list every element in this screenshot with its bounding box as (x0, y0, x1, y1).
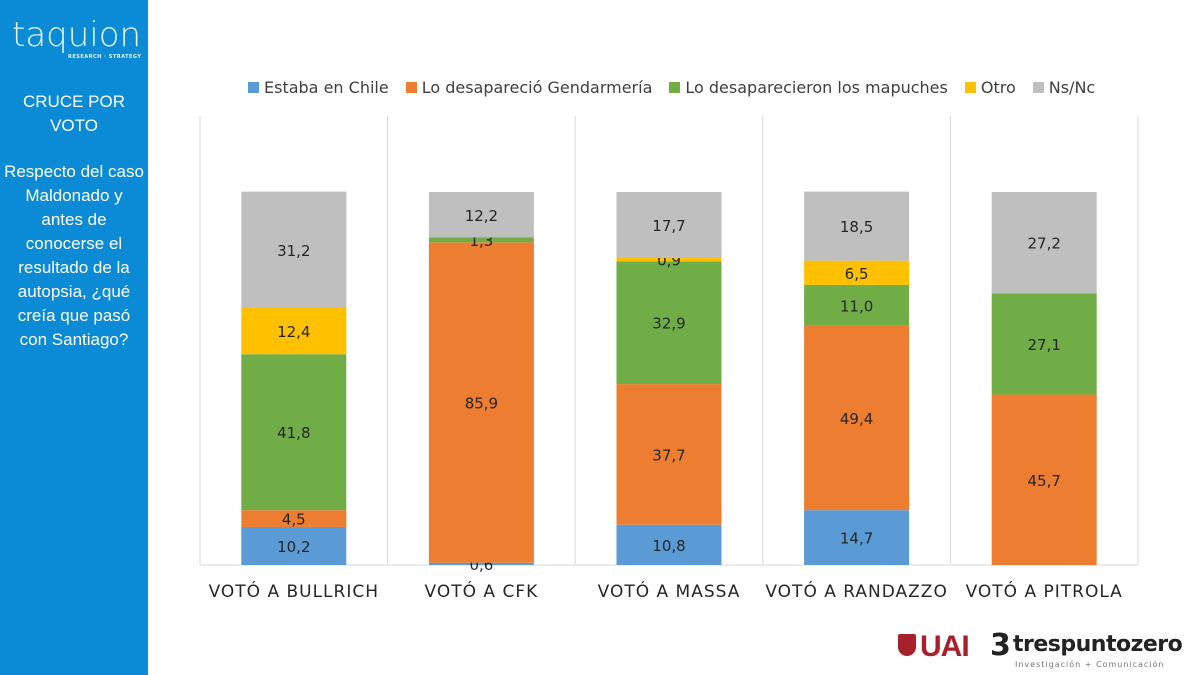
uai-logo: UAI (920, 630, 970, 663)
data-label: 32,9 (652, 315, 685, 333)
legend-label: Lo desaparecieron los mapuches (685, 78, 948, 97)
data-label: 6,5 (845, 265, 869, 283)
legend-label: Estaba en Chile (264, 78, 389, 97)
trespuntozero-tagline: Investigación + Comunicación (1015, 660, 1165, 669)
bar-segment (428, 192, 534, 238)
survey-question: Respecto del caso Maldonado y antes de c… (4, 162, 144, 349)
x-tick-label: VOTÓ A CFK (425, 580, 539, 602)
bar-segment (241, 308, 347, 355)
x-tick-label: VOTÓ A RANDAZZO (765, 580, 947, 602)
trespuntozero-mark: 3 (990, 628, 1011, 663)
data-label: 4,5 (282, 511, 306, 529)
legend-item: Otro (964, 78, 1016, 97)
data-label: 12,2 (465, 207, 498, 225)
data-label: 27,1 (1027, 336, 1060, 354)
bar-segment (804, 284, 910, 326)
bar-segment (428, 237, 534, 243)
data-label: 31,2 (277, 242, 310, 260)
logo-text: taquion (12, 15, 142, 55)
data-label: 10,2 (277, 538, 310, 556)
section-title: CRUCE POR VOTO (22, 92, 125, 135)
legend-label: Lo desapareció Gendarmería (421, 78, 653, 97)
bar-segment (616, 261, 722, 385)
data-label: 17,7 (652, 217, 685, 235)
legend-item: Lo desapareció Gendarmería (405, 78, 653, 97)
bar-segment (616, 384, 722, 525)
bar-segment (804, 325, 910, 511)
x-tick-label: VOTÓ A PITROLA (966, 580, 1123, 602)
data-label: 27,2 (1027, 235, 1060, 253)
uai-shield-icon (898, 634, 916, 656)
footer-logos: UAI 3 trespuntozero Investigación + Comu… (895, 628, 1185, 673)
bar-segment (241, 354, 347, 511)
bar-segment (616, 258, 722, 262)
legend-swatch (248, 82, 259, 93)
taquion-logo: taquion RESEARCH · STRATEGY (12, 16, 141, 64)
data-label: 85,9 (465, 395, 498, 413)
bar-segment (428, 242, 534, 563)
bar-segment (991, 394, 1097, 565)
legend-swatch (1032, 82, 1044, 93)
legend-item: Estaba en Chile (248, 78, 389, 97)
chart-legend: Estaba en Chile Lo desapareció Gendarmerí… (248, 78, 1112, 97)
bar-segment (241, 526, 347, 565)
data-label: 10,8 (652, 537, 685, 555)
legend-label: Ns/Nc (1048, 78, 1096, 97)
data-label: 12,4 (277, 323, 310, 341)
bar-segment (616, 524, 722, 565)
data-label: 14,7 (840, 530, 873, 548)
x-tick-label: VOTÓ A BULLRICH (209, 580, 379, 602)
bar-segment (428, 562, 534, 565)
data-label: 49,4 (840, 410, 873, 428)
bar-segment (616, 192, 722, 259)
logo-subtitle: RESEARCH · STRATEGY (68, 54, 142, 60)
legend-swatch (405, 82, 417, 93)
bar-segment (804, 260, 910, 285)
data-label: 11,0 (840, 297, 873, 315)
x-tick-label: VOTÓ A MASSA (598, 580, 741, 602)
bar-segment (241, 510, 347, 527)
data-label: 41,8 (277, 424, 310, 442)
bar-segment (804, 510, 910, 565)
bar-segment (991, 293, 1097, 395)
legend-item: Ns/Nc (1032, 78, 1096, 97)
data-label: 45,7 (1027, 472, 1060, 490)
bar-segment (804, 191, 910, 261)
bar-segment (241, 191, 347, 309)
data-label: 37,7 (652, 446, 685, 464)
legend-swatch (669, 82, 681, 93)
data-label: 18,5 (840, 218, 873, 236)
legend-swatch (964, 82, 976, 93)
legend-item: Lo desaparecieron los mapuches (669, 78, 948, 97)
bar-segment (991, 192, 1097, 294)
legend-label: Otro (980, 78, 1016, 97)
trespuntozero-logo: trespuntozero (1013, 632, 1183, 657)
sidebar: taquion RESEARCH · STRATEGY CRUCE POR VO… (0, 0, 148, 675)
